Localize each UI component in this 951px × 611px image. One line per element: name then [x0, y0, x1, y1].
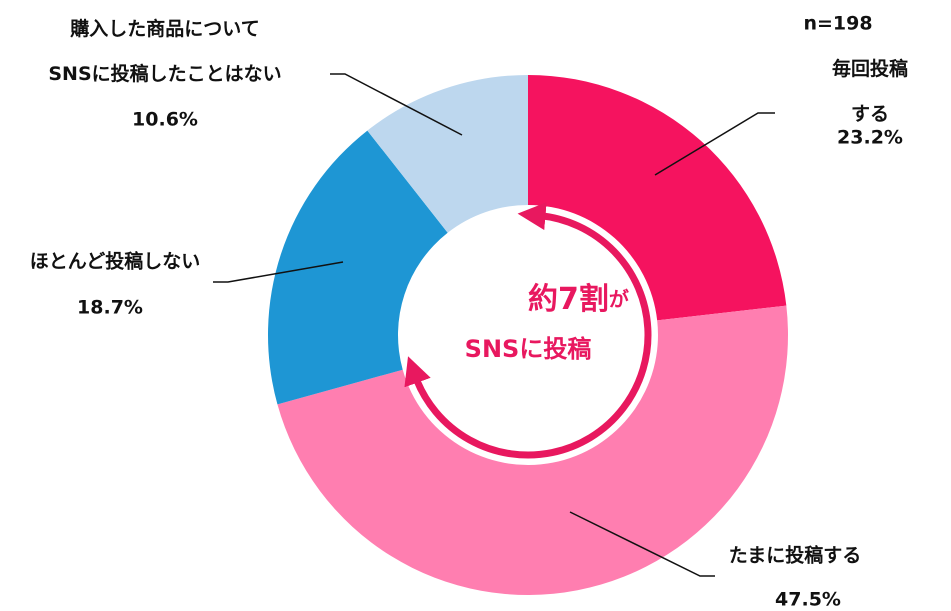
- center-text-sub: が: [609, 287, 629, 311]
- value-label: 18.7%: [77, 296, 143, 319]
- center-text-main: 約7割: [528, 282, 609, 317]
- leader-line: [569, 511, 715, 577]
- value-label: 47.5%: [775, 588, 841, 611]
- center-text: 約7割が: [528, 282, 629, 317]
- category-label: 購入した商品について SNSに投稿したことはない: [48, 18, 282, 85]
- leader-line: [654, 112, 775, 176]
- donut-slice: [268, 130, 448, 405]
- value-label: 10.6%: [132, 108, 198, 131]
- category-label: 毎回投稿する: [831, 58, 908, 125]
- leader-line: [330, 73, 463, 136]
- leader-line: [213, 261, 344, 283]
- value-label: 23.2%: [837, 126, 903, 149]
- donut-slice: [528, 75, 787, 321]
- category-label: たまに投稿する: [728, 544, 862, 567]
- leader-lines: [213, 73, 775, 577]
- sample-size: n=198: [803, 13, 872, 35]
- cycle-arrow: [404, 202, 652, 459]
- category-label: ほとんど投稿しない: [29, 250, 201, 273]
- donut-slice: [367, 75, 528, 233]
- center-text: SNSに投稿: [465, 335, 592, 363]
